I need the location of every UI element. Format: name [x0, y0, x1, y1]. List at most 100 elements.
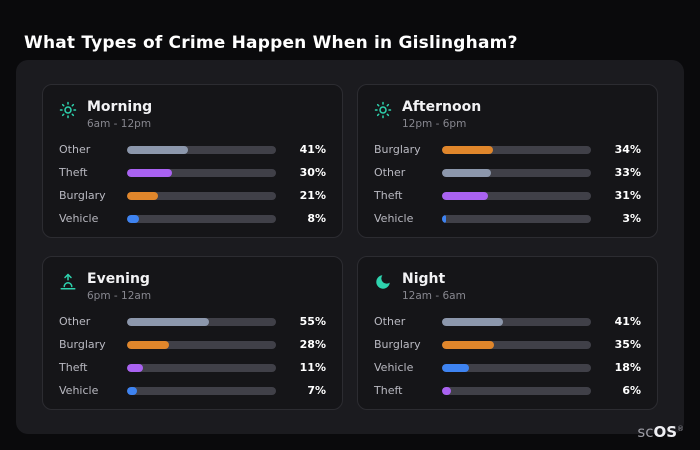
bar-fill: [127, 145, 189, 154]
bar-chart: Burglary 34% Other 33% Theft 31% Vehicle: [374, 143, 641, 225]
bar-value: 55%: [299, 315, 326, 328]
bar-value: 28%: [299, 338, 326, 351]
bar-track: [127, 214, 276, 223]
scos-logo: scOS®: [637, 423, 684, 441]
bar-fill: [442, 340, 495, 349]
bar-value: 21%: [299, 189, 326, 202]
crime-times-panel: Morning 6am - 12pm Other 41% Theft 30% B…: [16, 60, 684, 434]
bar-track: [127, 191, 276, 200]
card-subtitle: 6am - 12pm: [87, 118, 152, 130]
bar-label: Other: [59, 143, 91, 156]
bar-label: Vehicle: [59, 212, 99, 225]
bar-row: Vehicle 18%: [374, 361, 641, 374]
bar-label: Other: [374, 315, 406, 328]
bar-fill: [127, 340, 169, 349]
bar-value: 41%: [299, 143, 326, 156]
bar-value: 7%: [307, 384, 326, 397]
registered-mark: ®: [677, 425, 684, 433]
bar-track: [442, 363, 591, 372]
bar-track: [442, 317, 591, 326]
bar-fill: [127, 317, 209, 326]
bar-value: 30%: [299, 166, 326, 179]
logo-text-sc: sc: [637, 423, 654, 441]
card-title: Morning: [87, 99, 153, 115]
sun-icon: [59, 101, 77, 119]
bar-track: [127, 145, 276, 154]
bar-value: 8%: [307, 212, 326, 225]
card-title: Night: [402, 271, 446, 287]
bar-row: Other 41%: [374, 315, 641, 328]
bar-value: 33%: [614, 166, 641, 179]
card-subtitle: 12am - 6am: [402, 290, 466, 302]
bar-value: 35%: [614, 338, 641, 351]
bar-value: 11%: [299, 361, 326, 374]
bar-track: [442, 168, 591, 177]
bar-label: Vehicle: [374, 212, 414, 225]
card-night: Night 12am - 6am Other 41% Burglary 35% …: [357, 256, 658, 410]
bar-fill: [127, 168, 172, 177]
card-title: Afternoon: [402, 99, 482, 115]
bar-row: Vehicle 8%: [59, 212, 326, 225]
bar-label: Theft: [374, 384, 403, 397]
bar-track: [127, 168, 276, 177]
card-evening: Evening 6pm - 12am Other 55% Burglary 28…: [42, 256, 343, 410]
bar-label: Burglary: [59, 189, 106, 202]
bar-value: 41%: [614, 315, 641, 328]
bar-row: Burglary 28%: [59, 338, 326, 351]
bar-track: [127, 363, 276, 372]
bar-row: Theft 6%: [374, 384, 641, 397]
bar-value: 18%: [614, 361, 641, 374]
sunset-icon: [59, 273, 77, 291]
bar-fill: [442, 191, 489, 200]
bar-track: [442, 191, 591, 200]
bar-label: Vehicle: [59, 384, 99, 397]
bar-fill: [127, 363, 144, 372]
bar-value: 6%: [622, 384, 641, 397]
bar-fill: [442, 168, 492, 177]
card-morning: Morning 6am - 12pm Other 41% Theft 30% B…: [42, 84, 343, 238]
card-header: Evening 6pm - 12am: [59, 271, 326, 302]
card-header: Night 12am - 6am: [374, 271, 641, 302]
bar-fill: [127, 191, 159, 200]
card-title: Evening: [87, 271, 150, 287]
card-header: Afternoon 12pm - 6pm: [374, 99, 641, 130]
sun-icon: [374, 101, 392, 119]
card-subtitle: 12pm - 6pm: [402, 118, 467, 130]
bar-row: Burglary 21%: [59, 189, 326, 202]
bar-label: Theft: [59, 361, 88, 374]
bar-label: Other: [374, 166, 406, 179]
bar-label: Burglary: [59, 338, 106, 351]
bar-row: Vehicle 7%: [59, 384, 326, 397]
card-subtitle: 6pm - 12am: [87, 290, 152, 302]
bar-label: Vehicle: [374, 361, 414, 374]
bar-fill: [127, 214, 139, 223]
bar-track: [442, 340, 591, 349]
bar-value: 3%: [622, 212, 641, 225]
bar-track: [127, 340, 276, 349]
page-title: What Types of Crime Happen When in Gisli…: [24, 33, 518, 54]
bar-chart: Other 41% Burglary 35% Vehicle 18% Theft: [374, 315, 641, 397]
bar-track: [442, 145, 591, 154]
bar-fill: [442, 363, 469, 372]
bar-chart: Other 41% Theft 30% Burglary 21% Vehicle: [59, 143, 326, 225]
bar-fill: [127, 386, 138, 395]
bar-label: Burglary: [374, 338, 421, 351]
bar-label: Theft: [374, 189, 403, 202]
bar-row: Burglary 35%: [374, 338, 641, 351]
bar-label: Theft: [59, 166, 88, 179]
card-afternoon: Afternoon 12pm - 6pm Burglary 34% Other …: [357, 84, 658, 238]
bar-row: Vehicle 3%: [374, 212, 641, 225]
bar-label: Other: [59, 315, 91, 328]
bar-track: [442, 214, 591, 223]
bar-fill: [442, 317, 504, 326]
bar-track: [127, 317, 276, 326]
bar-row: Other 33%: [374, 166, 641, 179]
bar-row: Theft 31%: [374, 189, 641, 202]
bar-fill: [442, 145, 493, 154]
moon-icon: [374, 273, 392, 291]
bar-track: [442, 386, 591, 395]
card-header: Morning 6am - 12pm: [59, 99, 326, 130]
bar-chart: Other 55% Burglary 28% Theft 11% Vehicle: [59, 315, 326, 397]
bar-row: Other 55%: [59, 315, 326, 328]
